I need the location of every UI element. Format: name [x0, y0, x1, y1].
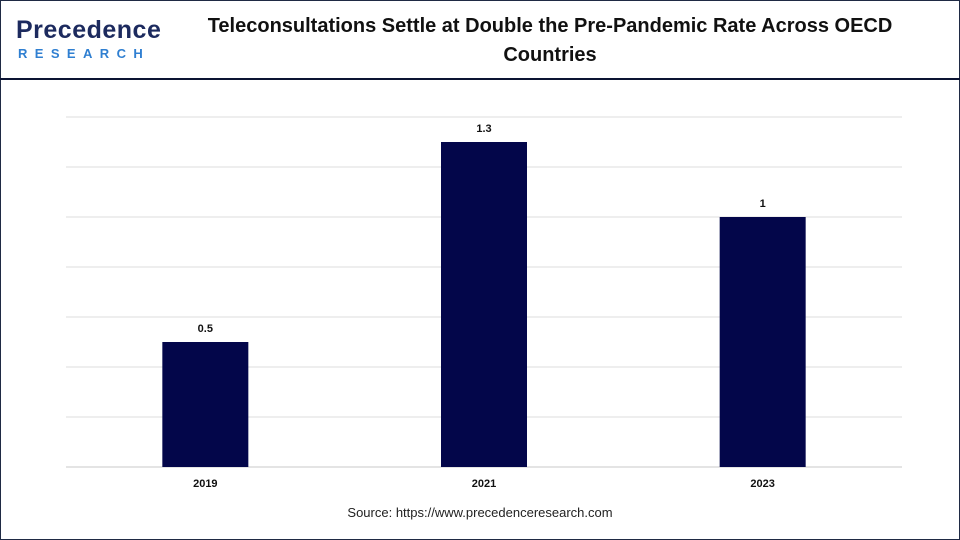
x-tick-2021: 2021: [472, 478, 496, 490]
bar-2021: [441, 142, 527, 467]
bar-2019: [162, 342, 249, 467]
bar-2023: [719, 217, 806, 467]
bar-chart: 0.5 1.3 1 2019 2021 2023: [66, 116, 902, 490]
data-labels: 0.5 1.3 1: [198, 123, 766, 335]
logo-subtitle: RESEARCH: [18, 46, 151, 61]
data-label-2021: 1.3: [476, 123, 491, 135]
data-label-2019: 0.5: [198, 323, 213, 335]
data-label-2023: 1: [760, 198, 766, 210]
x-tick-2023: 2023: [750, 478, 774, 490]
source-note: Source: https://www.precedenceresearch.c…: [347, 505, 613, 520]
bars: [162, 142, 806, 467]
x-tick-labels: 2019 2021 2023: [193, 478, 775, 490]
brand-logo: Precedence RESEARCH: [16, 16, 166, 64]
header: Precedence RESEARCH Teleconsultations Se…: [0, 0, 960, 80]
x-tick-2019: 2019: [193, 478, 217, 490]
chart-title: Teleconsultations Settle at Double the P…: [207, 15, 893, 66]
logo-wordmark: Precedence: [16, 16, 162, 44]
